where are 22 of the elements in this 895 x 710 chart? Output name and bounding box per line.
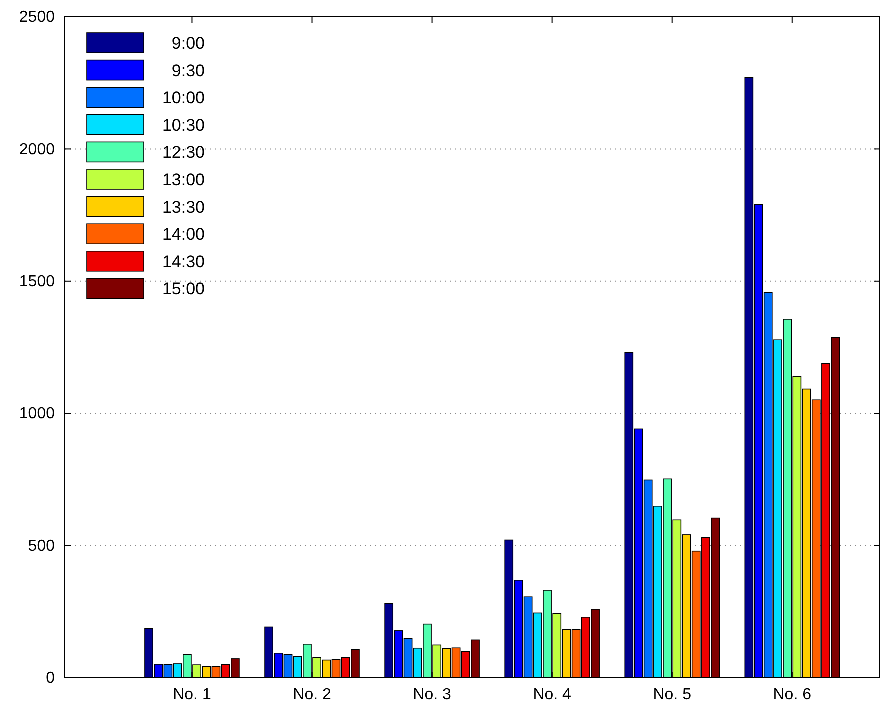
x-tick-label: No. 1: [173, 686, 212, 704]
x-tick-label: No. 3: [413, 686, 452, 704]
legend-label: 9:30: [172, 61, 205, 80]
y-tick-label: 1000: [19, 406, 56, 423]
legend-label: 13:30: [162, 198, 205, 217]
legend-label: 10:30: [162, 116, 205, 135]
y-tick-label: 2000: [19, 141, 56, 158]
legend-label: 15:00: [162, 280, 205, 299]
legend-label: 14:00: [162, 225, 205, 244]
legend-label: 9:00: [172, 34, 205, 53]
y-tick-label: 1500: [19, 274, 56, 291]
legend-label: 13:00: [162, 170, 205, 190]
x-tick-label: No. 6: [773, 686, 812, 704]
y-tick-label: 2500: [19, 9, 56, 26]
legend-label: 12:30: [162, 143, 205, 162]
x-tick-label: No. 2: [293, 686, 332, 704]
legend-label: 10:00: [162, 88, 205, 108]
legend-label: 14:30: [162, 252, 205, 272]
x-tick-label: No. 4: [533, 686, 572, 704]
y-tick-label: 0: [46, 670, 56, 688]
y-tick-label: 500: [28, 538, 56, 555]
x-tick-label: No. 5: [653, 686, 692, 704]
